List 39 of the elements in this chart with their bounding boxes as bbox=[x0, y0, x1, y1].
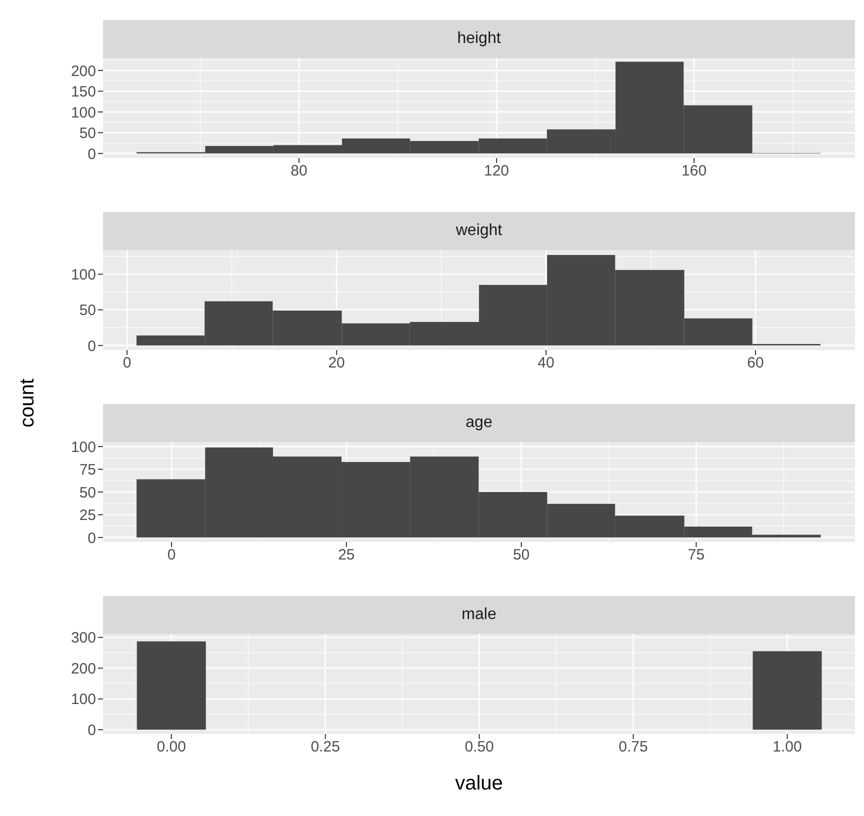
y-axis-title: count bbox=[16, 378, 40, 428]
x-tick-label: 160 bbox=[682, 162, 707, 180]
y-tick-label: 200 bbox=[70, 62, 96, 80]
x-tick-label: 0.25 bbox=[310, 738, 340, 756]
x-tick-label: 50 bbox=[512, 546, 530, 564]
y-tick-label: 0 bbox=[88, 530, 96, 547]
y-tick-label: 50 bbox=[79, 484, 96, 502]
x-tick-label: 25 bbox=[338, 546, 355, 564]
y-tick-label: 150 bbox=[70, 84, 96, 101]
chart-title: weight bbox=[103, 212, 855, 250]
x-tick-label: 80 bbox=[290, 162, 308, 180]
y-tick-label: 100 bbox=[70, 438, 96, 456]
x-tick-label: 0 bbox=[122, 354, 132, 372]
chart-title: height bbox=[103, 20, 855, 58]
chart-title: age bbox=[103, 404, 855, 442]
y-tick-label: 75 bbox=[79, 462, 96, 479]
x-tick-label: 1.00 bbox=[772, 738, 802, 756]
x-tick-label: 40 bbox=[538, 354, 554, 372]
x-tick-label: 120 bbox=[484, 162, 510, 180]
x-tick-label: 75 bbox=[688, 546, 705, 564]
chart-title: male bbox=[103, 596, 855, 634]
x-tick-label: 60 bbox=[747, 354, 764, 372]
y-tick-label: 100 bbox=[70, 691, 96, 708]
y-tick-label: 50 bbox=[79, 302, 96, 320]
y-tick-label: 0 bbox=[88, 338, 96, 355]
x-tick-label: 20 bbox=[328, 354, 345, 372]
y-tick-label: 100 bbox=[70, 104, 96, 122]
y-tick-label: 0 bbox=[88, 146, 96, 163]
x-tick-label: 0.50 bbox=[464, 738, 494, 756]
y-tick-label: 200 bbox=[70, 660, 96, 678]
y-tick-label: 100 bbox=[70, 266, 96, 284]
y-tick-label: 300 bbox=[70, 630, 96, 647]
y-tick-label: 0 bbox=[88, 722, 96, 740]
y-tick-label: 50 bbox=[79, 125, 96, 142]
x-tick-label: 0.00 bbox=[156, 738, 186, 756]
x-tick-label: 0 bbox=[167, 546, 176, 564]
y-tick-label: 25 bbox=[79, 507, 96, 524]
x-tick-label: 0.75 bbox=[618, 738, 648, 756]
x-axis-title: value bbox=[455, 772, 503, 796]
